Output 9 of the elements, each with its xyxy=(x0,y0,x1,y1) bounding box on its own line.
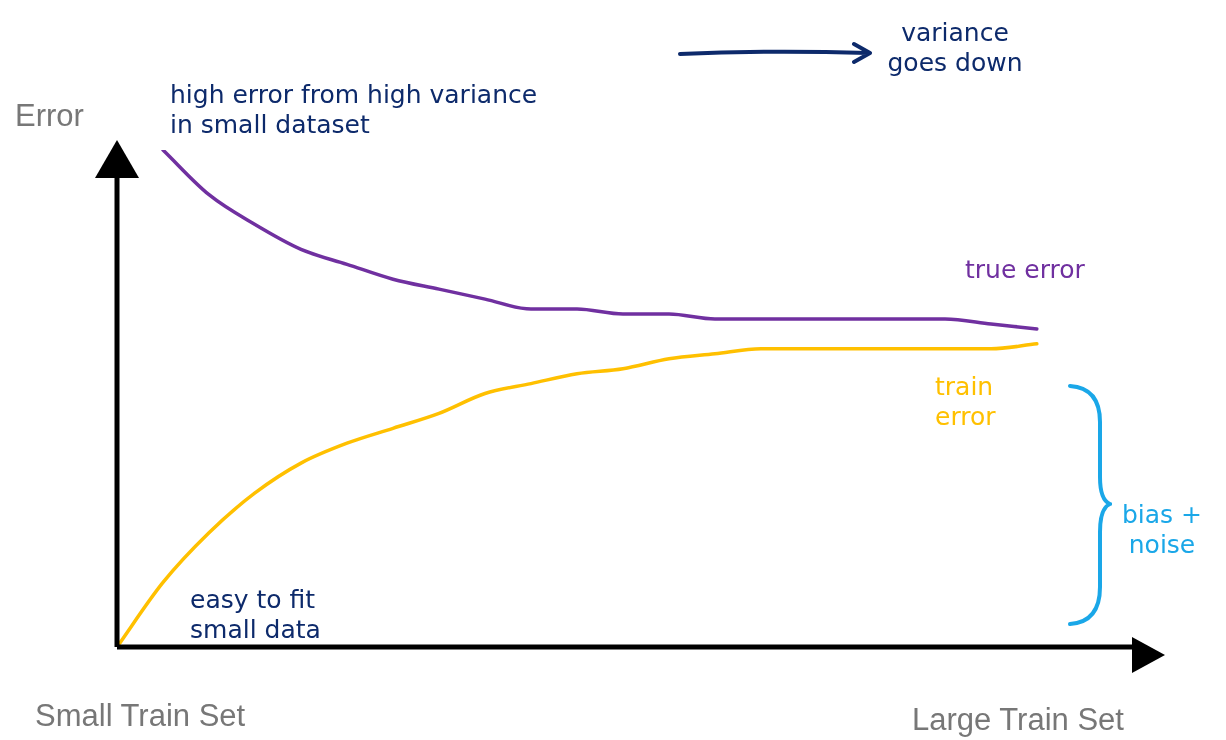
text: bias + noise xyxy=(1120,500,1204,560)
annotation: easy to fit small data xyxy=(190,585,322,645)
text: high error from high variance in small dataset xyxy=(170,80,539,140)
series-label: train error xyxy=(935,372,997,432)
text: Small Train Set xyxy=(35,698,246,734)
series-label: true error xyxy=(965,255,1085,285)
text: variance goes down xyxy=(886,18,1024,78)
y-axis-title: Error xyxy=(15,98,84,134)
text: Large Train Set xyxy=(912,702,1124,738)
